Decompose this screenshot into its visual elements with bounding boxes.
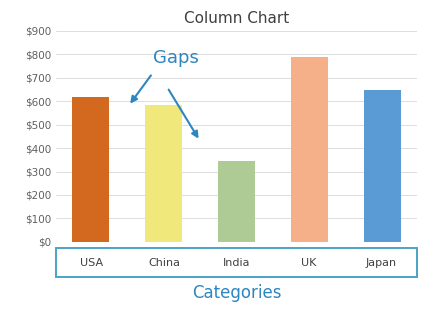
Text: China: China <box>148 258 180 268</box>
Bar <box>72 97 109 242</box>
Text: India: India <box>223 258 250 268</box>
Bar <box>145 105 182 242</box>
Text: Japan: Japan <box>366 258 396 268</box>
Bar <box>218 161 255 242</box>
Text: USA: USA <box>80 258 104 268</box>
Text: Gaps: Gaps <box>153 49 199 67</box>
Bar <box>291 57 328 242</box>
Title: Column Chart: Column Chart <box>184 11 289 26</box>
Bar <box>364 90 401 242</box>
Text: UK: UK <box>301 258 316 268</box>
Text: Categories: Categories <box>192 284 281 302</box>
